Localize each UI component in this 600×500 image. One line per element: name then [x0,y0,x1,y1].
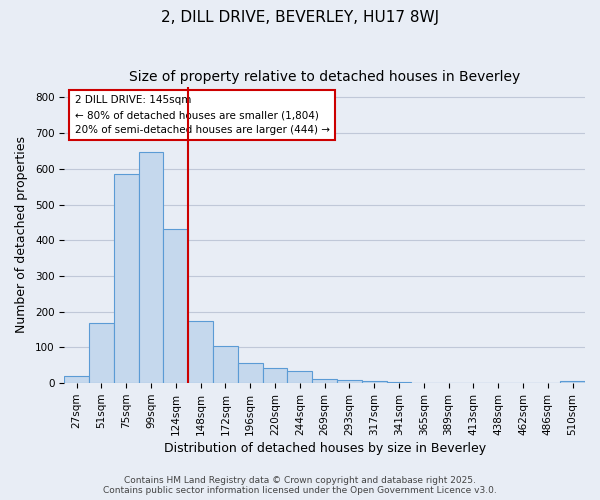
Bar [337,380,362,383]
Text: Contains HM Land Registry data © Crown copyright and database right 2025.
Contai: Contains HM Land Registry data © Crown c… [103,476,497,495]
X-axis label: Distribution of detached houses by size in Beverley: Distribution of detached houses by size … [164,442,486,455]
Bar [64,376,89,383]
Bar [312,378,337,383]
Text: 2 DILL DRIVE: 145sqm
← 80% of detached houses are smaller (1,804)
20% of semi-de: 2 DILL DRIVE: 145sqm ← 80% of detached h… [75,96,330,135]
Y-axis label: Number of detached properties: Number of detached properties [15,136,28,334]
Bar [560,382,585,383]
Bar [89,323,114,383]
Bar [114,174,139,383]
Bar [213,346,238,383]
Bar [362,380,386,383]
Bar [163,229,188,383]
Bar [287,372,312,383]
Bar [263,368,287,383]
Bar [386,382,412,383]
Bar [188,322,213,383]
Bar [238,363,263,383]
Bar [139,152,163,383]
Title: Size of property relative to detached houses in Beverley: Size of property relative to detached ho… [129,70,520,84]
Text: 2, DILL DRIVE, BEVERLEY, HU17 8WJ: 2, DILL DRIVE, BEVERLEY, HU17 8WJ [161,10,439,25]
